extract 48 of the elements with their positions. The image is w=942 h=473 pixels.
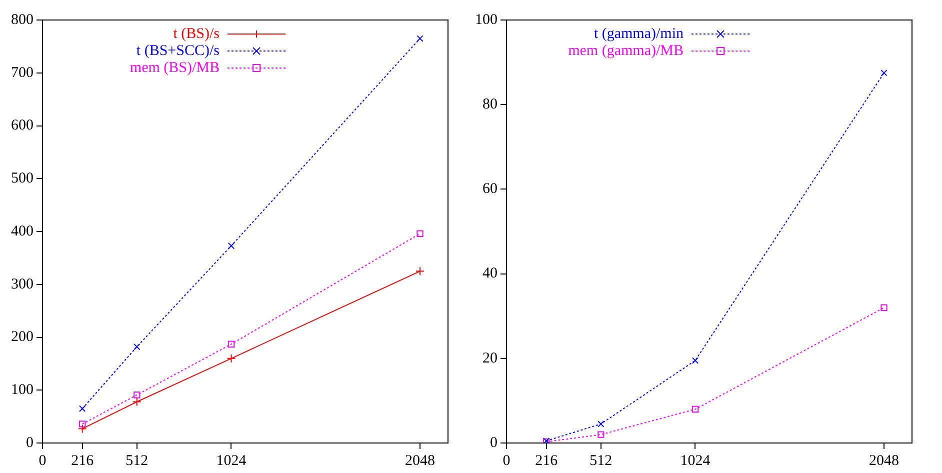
y-tick-label: 100 xyxy=(475,12,498,28)
legend-label: mem (gamma)/MB xyxy=(568,42,684,59)
point xyxy=(415,266,424,276)
point xyxy=(228,242,235,250)
y-tick-label: 0 xyxy=(26,434,34,451)
point xyxy=(134,392,140,398)
point xyxy=(132,397,142,406)
point xyxy=(78,424,87,434)
point xyxy=(78,405,86,412)
y-tick-label: 100 xyxy=(11,382,34,398)
x-tick-label: 0 xyxy=(38,452,46,469)
x-tick-label: 512 xyxy=(126,452,148,469)
point xyxy=(226,354,236,363)
point xyxy=(78,420,86,428)
x-tick-label: 216 xyxy=(535,452,558,469)
y-tick-label: 20 xyxy=(482,350,498,366)
point xyxy=(880,304,888,311)
x-tick-label: 2048 xyxy=(868,452,899,469)
y-tick-label: 700 xyxy=(11,64,34,81)
point xyxy=(228,340,235,348)
point xyxy=(692,357,699,364)
point xyxy=(416,230,424,237)
y-tick-label: 200 xyxy=(11,329,34,346)
x-tick-label: 0 xyxy=(502,452,510,469)
y-tick-label: 60 xyxy=(482,181,498,198)
point xyxy=(692,406,699,412)
y-tick-label: 80 xyxy=(482,96,498,113)
y-tick-label: 600 xyxy=(11,118,34,134)
y-tick-label: 400 xyxy=(11,223,34,240)
point xyxy=(416,35,424,42)
point xyxy=(880,70,888,76)
y-tick-label: 500 xyxy=(11,170,34,187)
point xyxy=(134,343,140,350)
x-tick-label: 1024 xyxy=(680,452,711,469)
y-tick-label: 800 xyxy=(11,12,34,28)
legend-label: mem (BS)/MB xyxy=(130,60,220,76)
x-tick-label: 1024 xyxy=(216,452,247,469)
legend-label: t (BS)/s xyxy=(173,26,220,42)
x-tick-label: 216 xyxy=(71,452,94,469)
y-tick-label: 40 xyxy=(482,266,498,282)
legend-label: t (gamma)/min xyxy=(594,26,684,42)
y-tick-label: 300 xyxy=(11,276,34,292)
x-tick-label: 512 xyxy=(590,452,612,469)
legend-label: t (BS+SCC)/s xyxy=(136,42,220,59)
x-tick-label: 2048 xyxy=(404,452,435,469)
point xyxy=(598,431,604,438)
point xyxy=(598,420,604,428)
y-tick-label: 0 xyxy=(490,434,498,451)
